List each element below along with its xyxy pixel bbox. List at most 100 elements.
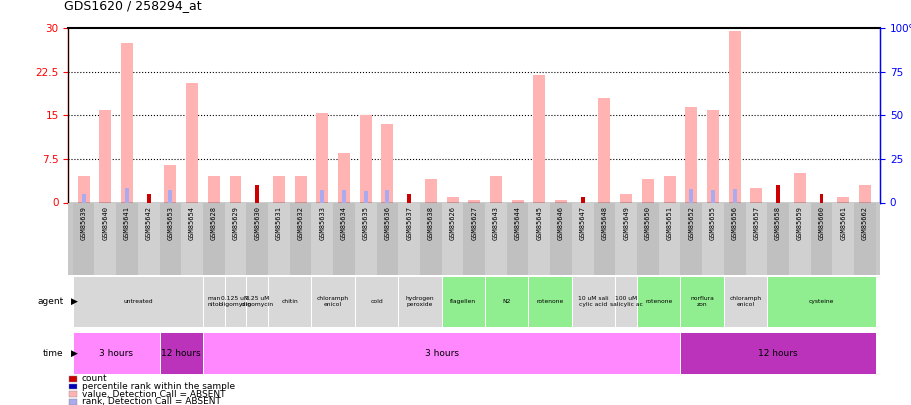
Bar bbox=[425, 179, 436, 202]
Bar bbox=[363, 191, 367, 202]
Bar bbox=[636, 202, 658, 275]
Bar bbox=[333, 202, 354, 275]
Bar bbox=[208, 177, 220, 202]
Text: agent: agent bbox=[37, 297, 64, 306]
Text: GSM85662: GSM85662 bbox=[861, 206, 867, 240]
Text: GSM85659: GSM85659 bbox=[796, 206, 802, 240]
Text: cysteine: cysteine bbox=[808, 299, 834, 304]
Bar bbox=[728, 31, 740, 202]
Bar bbox=[359, 115, 372, 202]
Bar bbox=[376, 202, 398, 275]
Bar bbox=[246, 202, 268, 275]
Bar bbox=[69, 391, 77, 397]
Bar bbox=[793, 173, 804, 202]
Bar bbox=[819, 194, 823, 202]
Text: GSM85656: GSM85656 bbox=[731, 206, 737, 240]
Bar bbox=[138, 202, 159, 275]
Text: untreated: untreated bbox=[123, 299, 152, 304]
Text: count: count bbox=[81, 374, 107, 384]
Text: 3 hours: 3 hours bbox=[425, 349, 458, 358]
Bar bbox=[485, 202, 507, 275]
Text: 0.125 uM
oligomycin: 0.125 uM oligomycin bbox=[219, 296, 251, 307]
Bar bbox=[775, 185, 779, 202]
Text: GSM85642: GSM85642 bbox=[146, 206, 151, 240]
Bar bbox=[636, 277, 680, 327]
Text: GSM85645: GSM85645 bbox=[536, 206, 542, 240]
Bar bbox=[446, 197, 458, 202]
Bar bbox=[689, 189, 692, 202]
Bar bbox=[593, 202, 615, 275]
Bar bbox=[744, 202, 766, 275]
Text: GSM85640: GSM85640 bbox=[102, 206, 108, 240]
Bar bbox=[203, 333, 680, 374]
Text: GSM85628: GSM85628 bbox=[210, 206, 217, 240]
Bar bbox=[706, 110, 718, 202]
Text: 10 uM sali
cylic acid: 10 uM sali cylic acid bbox=[578, 296, 609, 307]
Bar bbox=[680, 202, 701, 275]
Bar bbox=[507, 202, 527, 275]
Text: value, Detection Call = ABSENT: value, Detection Call = ABSENT bbox=[81, 390, 225, 399]
Text: GSM85647: GSM85647 bbox=[579, 206, 585, 240]
Text: GSM85637: GSM85637 bbox=[405, 206, 412, 240]
Bar bbox=[398, 277, 441, 327]
Text: GSM85639: GSM85639 bbox=[80, 206, 87, 240]
Text: rank, Detection Call = ABSENT: rank, Detection Call = ABSENT bbox=[81, 397, 220, 405]
Bar bbox=[224, 202, 246, 275]
Bar bbox=[766, 202, 788, 275]
Bar bbox=[272, 177, 284, 202]
Bar bbox=[684, 107, 697, 202]
Text: GSM85661: GSM85661 bbox=[839, 206, 845, 240]
Bar bbox=[555, 200, 567, 202]
Bar bbox=[619, 194, 631, 202]
Bar bbox=[766, 277, 875, 327]
Bar bbox=[268, 202, 290, 275]
Bar bbox=[511, 200, 523, 202]
Bar bbox=[832, 202, 853, 275]
Text: GSM85630: GSM85630 bbox=[254, 206, 260, 240]
Text: GSM85648: GSM85648 bbox=[600, 206, 607, 240]
Bar bbox=[527, 202, 549, 275]
Text: GSM85655: GSM85655 bbox=[709, 206, 715, 240]
Bar bbox=[420, 202, 441, 275]
Bar bbox=[77, 177, 89, 202]
Bar bbox=[680, 277, 723, 327]
Text: GSM85660: GSM85660 bbox=[817, 206, 824, 240]
Text: GSM85633: GSM85633 bbox=[319, 206, 325, 240]
Bar bbox=[533, 75, 545, 202]
Bar bbox=[246, 277, 268, 327]
Bar bbox=[549, 202, 571, 275]
Bar bbox=[571, 277, 615, 327]
Text: GSM85651: GSM85651 bbox=[666, 206, 671, 240]
Bar bbox=[224, 277, 246, 327]
Bar bbox=[354, 277, 398, 327]
Text: GSM85632: GSM85632 bbox=[297, 206, 303, 240]
Text: GSM85650: GSM85650 bbox=[644, 206, 650, 240]
Bar bbox=[467, 200, 480, 202]
Text: rotenone: rotenone bbox=[644, 299, 671, 304]
Bar bbox=[810, 202, 832, 275]
Text: GSM85631: GSM85631 bbox=[276, 206, 281, 240]
Bar bbox=[164, 165, 176, 202]
Bar bbox=[723, 202, 744, 275]
Text: GSM85635: GSM85635 bbox=[363, 206, 368, 240]
Text: 100 uM
salicylic ac: 100 uM salicylic ac bbox=[609, 296, 642, 307]
Bar bbox=[615, 202, 636, 275]
Bar bbox=[255, 185, 259, 202]
Bar bbox=[406, 194, 411, 202]
Bar bbox=[73, 202, 95, 275]
Bar bbox=[169, 190, 172, 202]
Bar bbox=[598, 98, 609, 202]
Text: ▶: ▶ bbox=[71, 349, 78, 358]
Bar bbox=[320, 190, 324, 202]
Text: cold: cold bbox=[370, 299, 383, 304]
Text: chloramph
enicol: chloramph enicol bbox=[729, 296, 761, 307]
Bar bbox=[485, 277, 527, 327]
Bar bbox=[69, 384, 77, 390]
Text: GSM85627: GSM85627 bbox=[471, 206, 476, 240]
Bar bbox=[441, 277, 485, 327]
Bar bbox=[527, 277, 571, 327]
Text: 3 hours: 3 hours bbox=[99, 349, 133, 358]
Text: 12 hours: 12 hours bbox=[161, 349, 200, 358]
Text: GSM85652: GSM85652 bbox=[688, 206, 693, 240]
Text: GSM85654: GSM85654 bbox=[189, 206, 195, 240]
